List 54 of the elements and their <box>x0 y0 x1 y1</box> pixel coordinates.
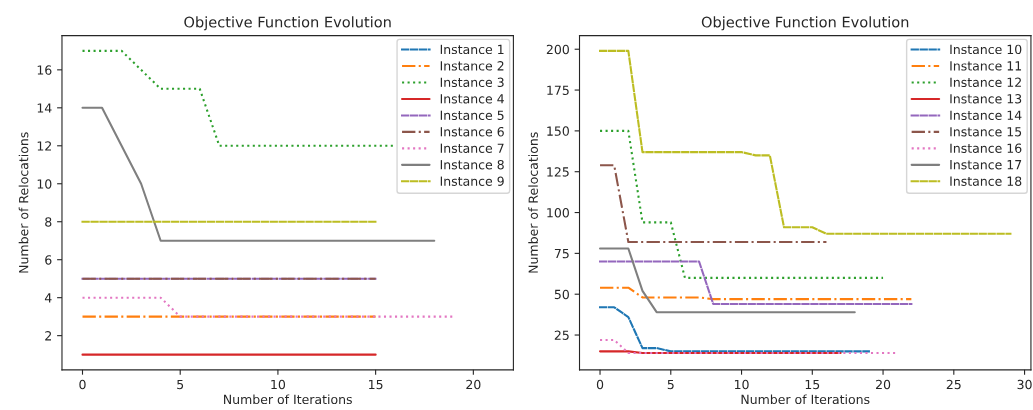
x-tick-label: 30 <box>1017 379 1032 390</box>
y-axis-title: Number of Relocations <box>528 132 538 273</box>
legend-label: Instance 18 <box>950 176 1022 186</box>
x-axis-title: Number of Iterations <box>741 394 870 405</box>
legend-label: Instance 11 <box>950 61 1022 71</box>
x-tick-label: 5 <box>667 379 674 390</box>
y-tick-label: 12 <box>37 141 52 151</box>
y-tick-label: 25 <box>554 330 569 340</box>
x-tick-label: 20 <box>466 379 481 390</box>
x-tick-label: 25 <box>946 379 961 390</box>
legend-label: Instance 16 <box>950 143 1022 153</box>
y-tick-label: 2 <box>45 331 52 341</box>
y-tick-label: 8 <box>45 217 52 227</box>
y-tick-label: 16 <box>37 65 52 75</box>
legend-label: Instance 15 <box>950 127 1022 137</box>
legend-label: Instance 5 <box>440 110 504 120</box>
legend-label: Instance 14 <box>950 110 1022 120</box>
x-tick-label: 15 <box>369 379 383 390</box>
y-tick-label: 100 <box>547 208 569 218</box>
legend-label: Instance 6 <box>440 127 504 137</box>
y-tick-label: 150 <box>547 126 569 136</box>
legend-label: Instance 3 <box>440 77 504 88</box>
x-tick-label: 0 <box>596 379 604 390</box>
y-tick-label: 50 <box>554 289 569 300</box>
y-tick-label: 4 <box>44 293 52 303</box>
legend-label: Instance 10 <box>950 44 1022 55</box>
x-tick-label: 10 <box>271 379 286 390</box>
y-tick-label: 175 <box>547 85 569 95</box>
y-axis-title: Number of Relocations <box>18 132 29 273</box>
chart-title: Objective Function Evolution <box>184 16 391 31</box>
line-series <box>598 306 870 353</box>
x-tick-label: 20 <box>876 379 891 390</box>
x-tick-label: 15 <box>805 379 820 390</box>
y-tick-label: 125 <box>547 167 569 177</box>
line-series <box>81 106 436 242</box>
legend-label: Instance 7 <box>440 143 504 153</box>
legend-label: Instance 9 <box>440 176 504 186</box>
y-tick-label: 14 <box>37 103 52 113</box>
y-tick-label: 6 <box>45 255 52 265</box>
y-tick-label: 200 <box>546 44 569 55</box>
x-tick-label: 10 <box>734 379 749 390</box>
legend-label: Instance 1 <box>440 44 504 55</box>
legend-label: Instance 2 <box>440 61 504 71</box>
legend-label: Instance 4 <box>440 94 504 104</box>
chart-title: Objective Function Evolution <box>701 16 909 31</box>
legend-label: Instance 8 <box>440 159 504 170</box>
x-axis-title: Number of Iterations <box>224 394 352 405</box>
x-tick-label: 5 <box>177 379 184 390</box>
x-tick-label: 0 <box>79 379 86 390</box>
legend-label: Instance 17 <box>950 160 1022 170</box>
legend-label: Instance 13 <box>950 94 1022 104</box>
legend-label: Instance 12 <box>950 77 1021 88</box>
y-tick-label: 10 <box>37 179 52 189</box>
y-tick-label: 75 <box>554 249 569 259</box>
